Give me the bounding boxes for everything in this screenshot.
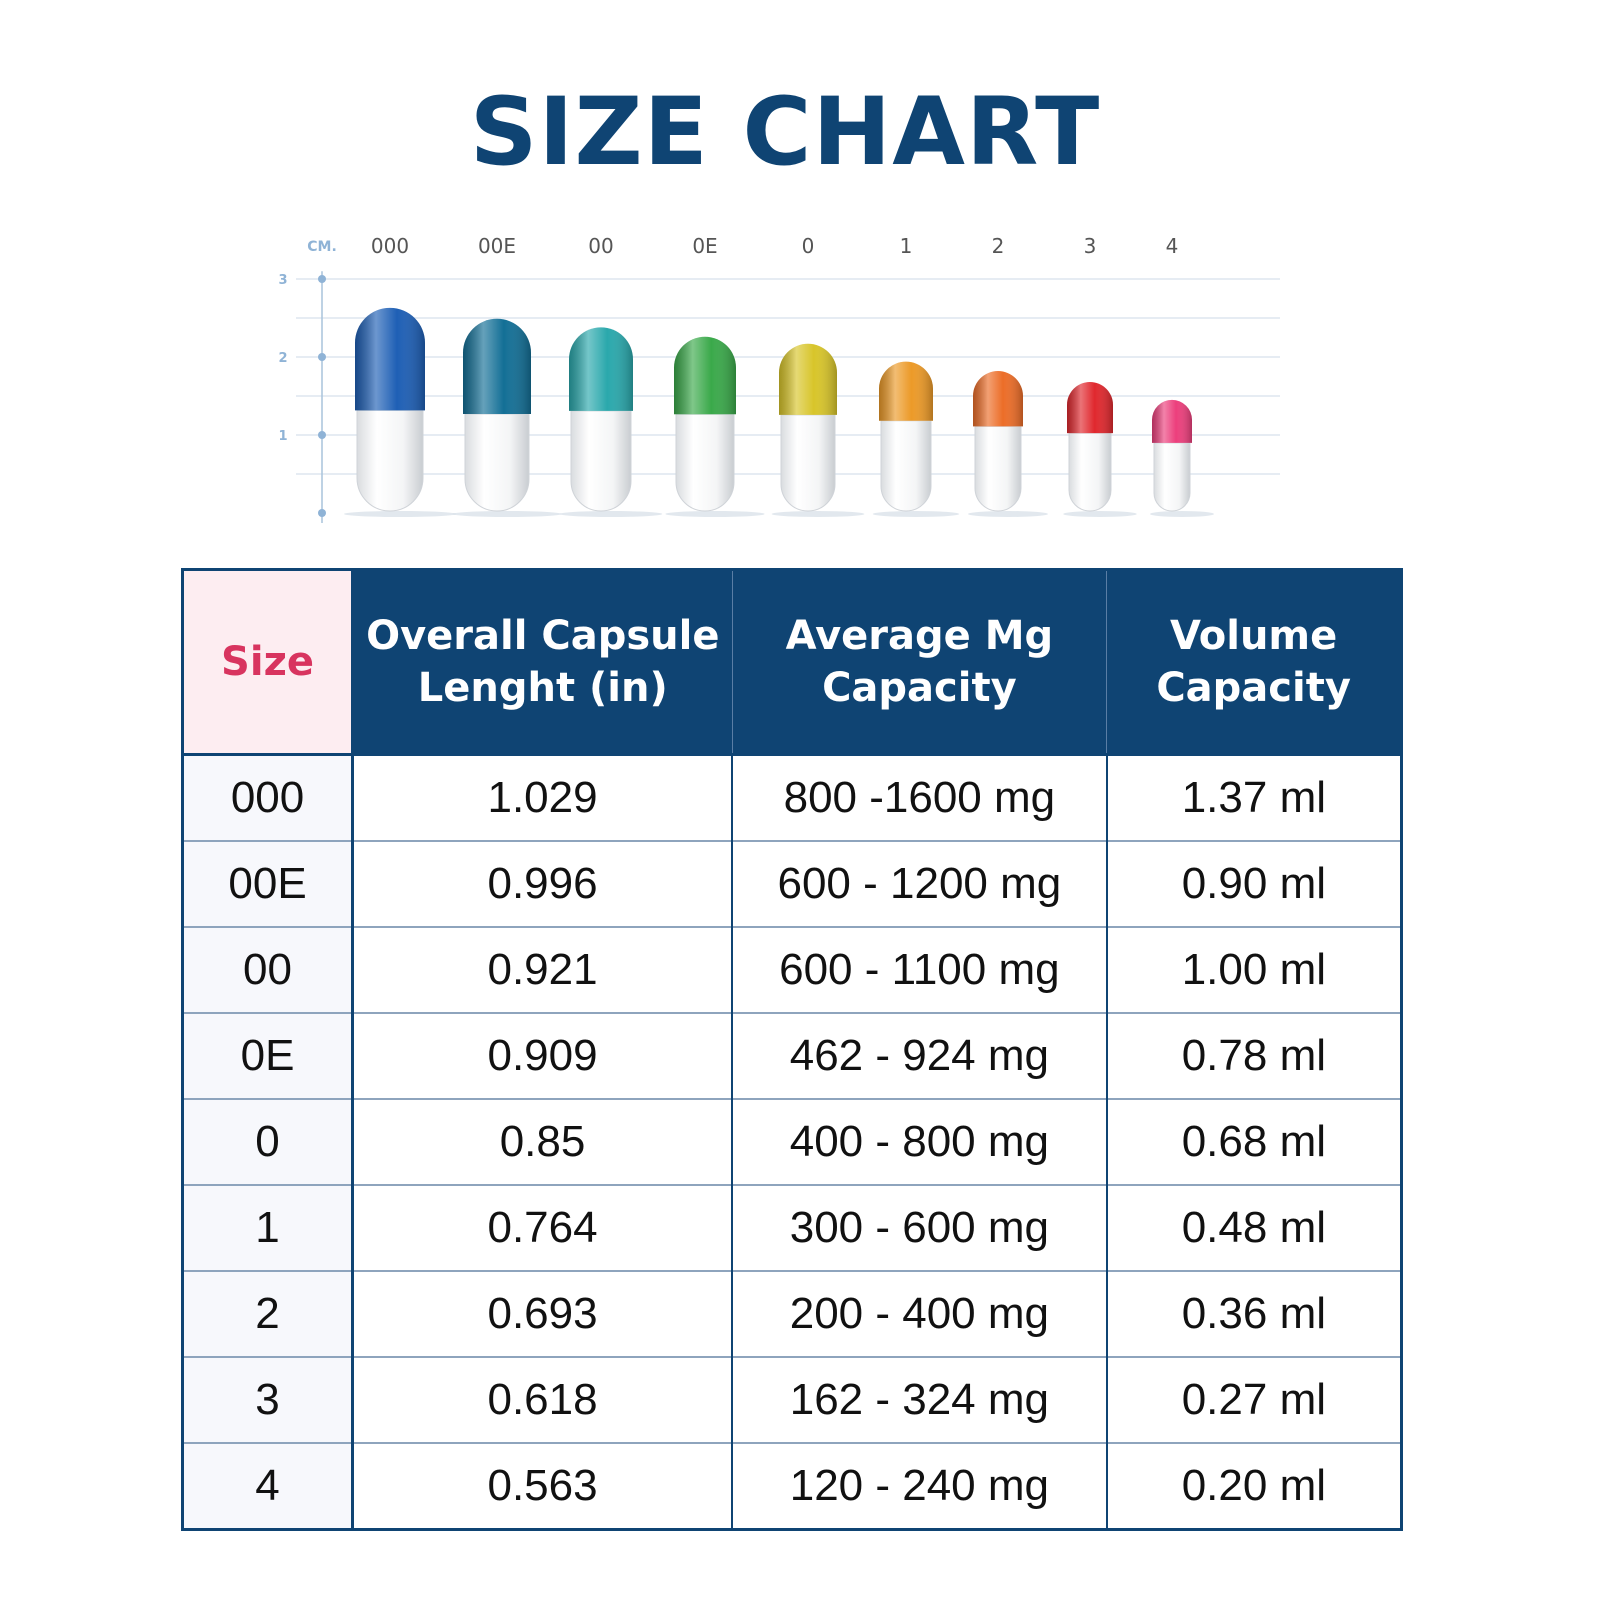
capsule-body	[1068, 432, 1112, 512]
table-row: 1 0.764 300 - 600 mg 0.48 ml	[182, 1184, 1402, 1271]
capsule-body	[356, 409, 424, 512]
capsule-size-chart: 1 2 3 CM. 000 00E 00 0E 0 1 2 3 4	[278, 234, 1280, 523]
capsule-4	[1150, 399, 1214, 517]
x-tick-label: 4	[1166, 234, 1179, 258]
table-cell: 0.563	[351, 1442, 732, 1530]
table-cell: 0.48 ml	[1105, 1184, 1402, 1271]
capsule-body	[1153, 442, 1191, 512]
x-tick-label: 00	[588, 234, 613, 258]
table-cell: 0.921	[351, 926, 732, 1013]
table-cell: 4	[182, 1442, 355, 1530]
table-row: 0E 0.909 462 - 924 mg 0.78 ml	[182, 1012, 1402, 1099]
table-cell: 1.029	[351, 753, 732, 841]
column-header: Overall Capsule Lenght (in)	[352, 569, 732, 755]
table-row: 3 0.618 162 - 324 mg 0.27 ml	[182, 1356, 1402, 1443]
capsule-body	[570, 410, 632, 512]
capsule-00	[559, 327, 663, 517]
y-tick-label: 2	[278, 351, 287, 366]
capsule-body	[780, 414, 836, 512]
column-header: Average Mg Capacity	[731, 569, 1107, 755]
y-tick-label: 3	[278, 273, 287, 288]
table-row: 00E 0.996 600 - 1200 mg 0.90 ml	[182, 840, 1402, 927]
table-cell: 0.68 ml	[1105, 1098, 1402, 1185]
capsule-body	[880, 420, 932, 512]
capsule-1	[872, 361, 960, 517]
table-cell: 1.00 ml	[1105, 926, 1402, 1013]
x-tick-label: 3	[1084, 234, 1097, 258]
table-cell: 800 -1600 mg	[731, 753, 1107, 841]
page-title: SIZE CHART	[469, 78, 1101, 187]
table-cell: 0.996	[351, 840, 732, 927]
table-row: 2 0.693 200 - 400 mg 0.36 ml	[182, 1270, 1402, 1357]
capsule-0E	[665, 336, 765, 517]
table-cell: 400 - 800 mg	[731, 1098, 1107, 1185]
unit-label: CM.	[307, 239, 337, 255]
column-header: Volume Capacity	[1106, 569, 1402, 755]
table-cell: 2	[182, 1270, 355, 1357]
table-cell: 3	[182, 1356, 355, 1443]
table-cell: 300 - 600 mg	[731, 1184, 1107, 1271]
table-row: 0 0.85 400 - 800 mg 0.68 ml	[182, 1098, 1402, 1185]
table-row: 00 0.921 600 - 1100 mg 1.00 ml	[182, 926, 1402, 1013]
table-cell: 00	[182, 926, 355, 1013]
table-cell: 1.37 ml	[1105, 753, 1402, 841]
capsule-000	[344, 307, 456, 517]
x-tick-label: 0E	[692, 234, 717, 258]
axis-tick-dot	[318, 353, 326, 361]
table-cell: 0.618	[351, 1356, 732, 1443]
size-table: Size Overall Capsule Lenght (in) Average M…	[181, 568, 1403, 1531]
table-cell: 0.764	[351, 1184, 732, 1271]
axis-tick-dot	[318, 431, 326, 439]
table-cell: 162 - 324 mg	[731, 1356, 1107, 1443]
table-cell: 0	[182, 1098, 355, 1185]
column-header: Size	[181, 569, 355, 755]
table-row: 4 0.563 120 - 240 mg 0.20 ml	[182, 1442, 1402, 1530]
table-cell: 1	[182, 1184, 355, 1271]
capsule-00E	[452, 318, 562, 517]
capsule-body	[974, 425, 1022, 512]
y-tick-label: 1	[278, 429, 287, 444]
x-tick-label: 1	[900, 234, 913, 258]
capsule-body	[675, 413, 735, 512]
table-cell: 0.85	[351, 1098, 732, 1185]
capsule-0	[771, 343, 865, 517]
table-cell: 00E	[182, 840, 355, 927]
table-cell: 0E	[182, 1012, 355, 1099]
table-cell: 600 - 1200 mg	[731, 840, 1107, 927]
table-cell: 0.90 ml	[1105, 840, 1402, 927]
capsule-3	[1063, 381, 1137, 517]
table-cell: 0.36 ml	[1105, 1270, 1402, 1357]
table-cell: 462 - 924 mg	[731, 1012, 1107, 1099]
table-cell: 0.27 ml	[1105, 1356, 1402, 1443]
x-tick-label: 0	[802, 234, 815, 258]
capsule-2	[968, 371, 1048, 517]
x-tick-label: 00E	[478, 234, 516, 258]
axis-tick-dot	[318, 275, 326, 283]
table-cell: 0.909	[351, 1012, 732, 1099]
x-tick-label: 000	[371, 234, 409, 258]
table-row: 000 1.029 800 -1600 mg 1.37 ml	[182, 753, 1402, 841]
axis-tick-dot	[318, 509, 326, 517]
table-cell: 600 - 1100 mg	[731, 926, 1107, 1013]
table-cell: 0.693	[351, 1270, 732, 1357]
table-cell: 0.20 ml	[1105, 1442, 1402, 1530]
table-cell: 000	[182, 753, 355, 841]
table-cell: 120 - 240 mg	[731, 1442, 1107, 1530]
x-tick-label: 2	[992, 234, 1005, 258]
table-cell: 200 - 400 mg	[731, 1270, 1107, 1357]
capsule-body	[464, 413, 530, 512]
table-cell: 0.78 ml	[1105, 1012, 1402, 1099]
